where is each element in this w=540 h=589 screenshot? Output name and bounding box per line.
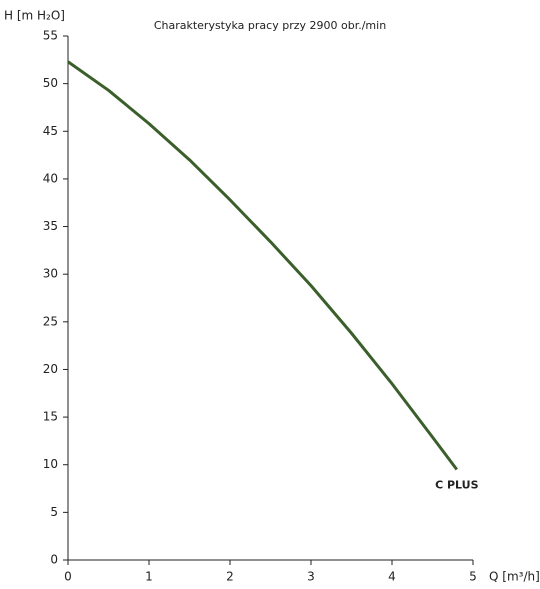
x-tick-label: 3 [307, 570, 315, 584]
x-tick-label: 4 [388, 570, 396, 584]
x-tick-label: 2 [226, 570, 234, 584]
chart-title: Charakterystyka pracy przy 2900 obr./min [154, 19, 386, 32]
y-tick-label: 20 [43, 362, 58, 376]
y-tick-label: 40 [43, 171, 58, 185]
y-tick-label: 5 [50, 505, 58, 519]
y-tick-label: 55 [43, 29, 58, 43]
y-tick-label: 0 [50, 553, 58, 567]
y-tick-label: 35 [43, 219, 58, 233]
x-tick-label: 1 [145, 570, 153, 584]
series-label: C PLUS [435, 478, 479, 491]
x-axis-label: Q [m³/h] [489, 570, 540, 584]
x-tick-label: 5 [469, 570, 477, 584]
y-tick-label: 45 [43, 124, 58, 138]
y-tick-label: 30 [43, 267, 58, 281]
series-line [67, 60, 458, 471]
y-tick-label: 25 [43, 314, 58, 328]
y-tick-label: 10 [43, 457, 58, 471]
y-axis-label: H [m H₂O] [4, 9, 65, 23]
y-tick-label: 15 [43, 410, 58, 424]
y-tick-label: 50 [43, 76, 58, 90]
x-tick-label: 0 [64, 570, 72, 584]
